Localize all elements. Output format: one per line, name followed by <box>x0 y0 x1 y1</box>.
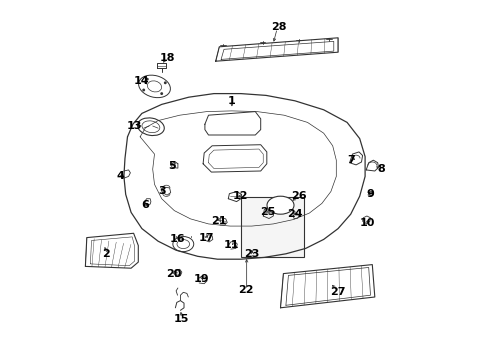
Text: 20: 20 <box>166 269 182 279</box>
Text: 4: 4 <box>116 171 124 181</box>
Text: 19: 19 <box>193 274 209 284</box>
Text: 14: 14 <box>134 76 149 86</box>
Text: 23: 23 <box>244 249 259 259</box>
Text: 16: 16 <box>170 234 185 244</box>
Text: 17: 17 <box>199 233 214 243</box>
Text: 13: 13 <box>127 121 142 131</box>
Circle shape <box>163 81 166 84</box>
Text: 25: 25 <box>260 207 275 217</box>
Text: 12: 12 <box>233 191 248 201</box>
Text: 5: 5 <box>168 161 176 171</box>
FancyBboxPatch shape <box>241 197 303 257</box>
Circle shape <box>145 78 148 81</box>
Circle shape <box>160 92 163 95</box>
Text: 18: 18 <box>159 53 175 63</box>
Text: 9: 9 <box>366 189 374 199</box>
Text: 7: 7 <box>346 155 354 165</box>
Text: 27: 27 <box>330 287 345 297</box>
Text: 22: 22 <box>238 285 254 295</box>
Ellipse shape <box>266 196 293 214</box>
Text: 6: 6 <box>141 200 149 210</box>
Text: 15: 15 <box>173 314 189 324</box>
Text: 11: 11 <box>224 240 239 250</box>
Text: 28: 28 <box>270 22 286 32</box>
Text: 8: 8 <box>377 164 385 174</box>
Text: 21: 21 <box>211 216 226 226</box>
Text: 24: 24 <box>286 209 302 219</box>
Text: 1: 1 <box>227 96 235 106</box>
Text: 26: 26 <box>290 191 305 201</box>
Text: 3: 3 <box>158 186 165 196</box>
Text: 2: 2 <box>102 249 109 259</box>
Text: 10: 10 <box>359 218 374 228</box>
Circle shape <box>142 89 145 91</box>
